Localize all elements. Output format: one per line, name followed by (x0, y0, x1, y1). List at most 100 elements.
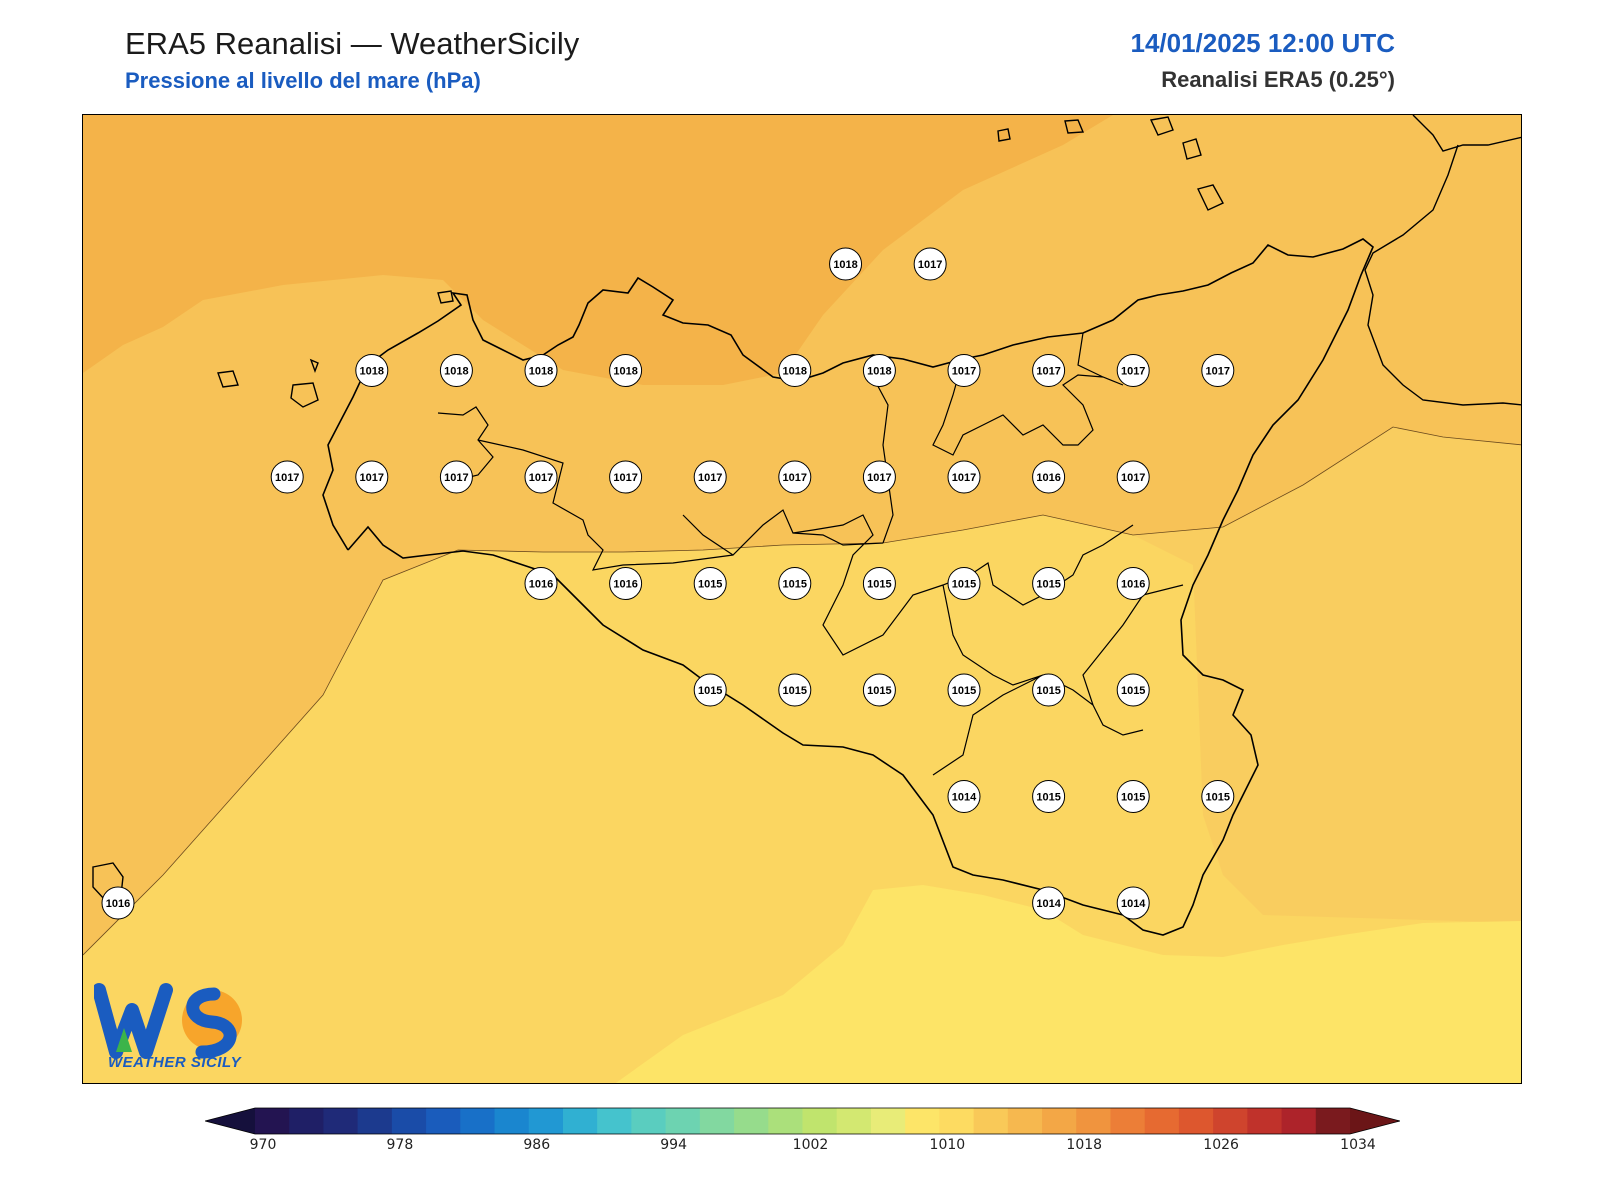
station-value: 1017 (360, 472, 384, 484)
station-label: 1015 (778, 673, 812, 707)
station-label: 1017 (355, 460, 389, 494)
colorbar-segment (391, 1108, 427, 1134)
logo-text: WEATHER SICILY (108, 1054, 242, 1071)
station-label: 1014 (1032, 886, 1066, 920)
colorbar-segment (870, 1108, 906, 1134)
egadi-islands (217, 358, 319, 408)
station-value: 1018 (529, 366, 553, 378)
map-frame: 1018 1017 1018 1018 1018 1018 1018 1018 1017 1017… (82, 114, 1522, 1084)
station-value: 1015 (1121, 792, 1145, 804)
colorbar-segment (631, 1108, 667, 1134)
colorbar-segment (1247, 1108, 1283, 1134)
station-value: 1017 (952, 472, 976, 484)
station-value: 1017 (698, 472, 722, 484)
station-label: 1016 (609, 567, 643, 600)
station-label: 1018 (862, 354, 896, 387)
station-label: 1017 (1116, 460, 1150, 494)
station-label: 1016 (1032, 460, 1066, 494)
ws-logo-icon (94, 983, 242, 1059)
colorbar-tick-label: 1002 (792, 1137, 829, 1153)
ustica-island (437, 290, 454, 304)
colorbar-tick-label: 1018 (1066, 1137, 1103, 1153)
station-label: 1016 (101, 886, 135, 920)
colorbar-segment (802, 1108, 838, 1134)
station-label: 1017 (778, 460, 812, 494)
colorbar-segment (905, 1108, 940, 1134)
station-label: 1015 (1116, 673, 1150, 707)
station-label: 1016 (524, 567, 558, 600)
station-value: 1016 (1036, 472, 1060, 484)
station-label: 1016 (1116, 567, 1150, 600)
map-subtitle: Pressione al livello del mare (hPa) (125, 68, 481, 93)
colorbar-tick-label: 1026 (1203, 1137, 1239, 1153)
station-value: 1018 (613, 366, 637, 378)
band-1016 (83, 515, 1521, 1083)
station-label: 1018 (524, 354, 558, 387)
isobar-1017 (83, 426, 1521, 956)
colorbar-tick-label: 1034 (1340, 1137, 1376, 1153)
station-value: 1015 (867, 579, 891, 591)
station-label: 1017 (947, 354, 981, 387)
colorbar-segment (1144, 1108, 1180, 1134)
colorbar-segment (973, 1108, 1009, 1134)
sicily-coastline (322, 238, 1374, 936)
station-label: 1015 (947, 567, 981, 600)
station-value: 1015 (1206, 792, 1230, 804)
station-value: 1014 (1036, 898, 1061, 910)
colorbar-segment (1076, 1108, 1111, 1134)
station-label: 1015 (1032, 673, 1066, 707)
station-label: 1015 (1116, 780, 1150, 813)
station-label: 1017 (270, 460, 304, 494)
colorbar-tick-label: 1010 (929, 1137, 966, 1153)
station-label: 1017 (1201, 354, 1235, 387)
data-source: Reanalisi ERA5 (0.25°) (1161, 67, 1395, 92)
station-label: 1015 (862, 567, 896, 600)
colorbar-segment (357, 1108, 393, 1134)
calabria-coast (1364, 115, 1521, 406)
colorbar-segment (1007, 1108, 1043, 1134)
station-value: 1016 (613, 579, 637, 591)
valid-datetime: 14/01/2025 12:00 UTC (1130, 28, 1395, 58)
colorbar-tick-label: 970 (249, 1137, 277, 1153)
station-value: 1015 (952, 685, 976, 697)
station-value: 1015 (1036, 792, 1060, 804)
station-value: 1016 (1121, 579, 1145, 591)
pressure-map: 1018 1017 1018 1018 1018 1018 1018 1018 1017 1017… (83, 115, 1521, 1083)
station-value: 1014 (952, 792, 977, 804)
colorbar-segment (699, 1108, 735, 1134)
station-value: 1015 (1036, 579, 1060, 591)
station-value: 1017 (444, 472, 468, 484)
station-label: 1017 (862, 460, 896, 494)
station-label: 1015 (862, 673, 896, 707)
station-label: 1014 (1116, 886, 1150, 920)
station-value: 1018 (444, 366, 468, 378)
colorbar-segment (255, 1108, 290, 1134)
station-label: 1015 (693, 673, 727, 707)
title-right-block: 14/01/2025 12:00 UTC Reanalisi ERA5 (0.2… (1130, 28, 1395, 93)
station-value: 1017 (867, 472, 891, 484)
station-label: 1017 (609, 460, 643, 494)
station-value: 1017 (1121, 472, 1145, 484)
station-value: 1015 (783, 685, 807, 697)
colorbar-segment (665, 1108, 701, 1134)
station-label: 1018 (778, 354, 812, 387)
station-value: 1015 (1121, 685, 1145, 697)
station-label: 1018 (829, 247, 863, 281)
colorbar-segment (323, 1108, 359, 1134)
colorbar-segment (836, 1108, 872, 1134)
station-value: 1017 (1206, 366, 1230, 378)
colorbar-ticks: 970 978 986 994 1002 1010 1018 1026 1034 (205, 1137, 1400, 1157)
station-label: 1015 (1032, 780, 1066, 813)
station-label: 1018 (355, 354, 389, 387)
station-label: 1017 (524, 460, 558, 494)
map-title: ERA5 Reanalisi — WeatherSicily (125, 26, 580, 61)
station-label: 1015 (778, 567, 812, 600)
band-1014 (615, 885, 1521, 1083)
aeolian-islands (997, 116, 1224, 211)
station-value: 1017 (918, 259, 942, 271)
station-value: 1018 (833, 259, 857, 271)
station-label: 1015 (947, 673, 981, 707)
station-label: 1014 (947, 780, 981, 813)
station-value: 1016 (529, 579, 553, 591)
station-label: 1017 (913, 247, 947, 281)
